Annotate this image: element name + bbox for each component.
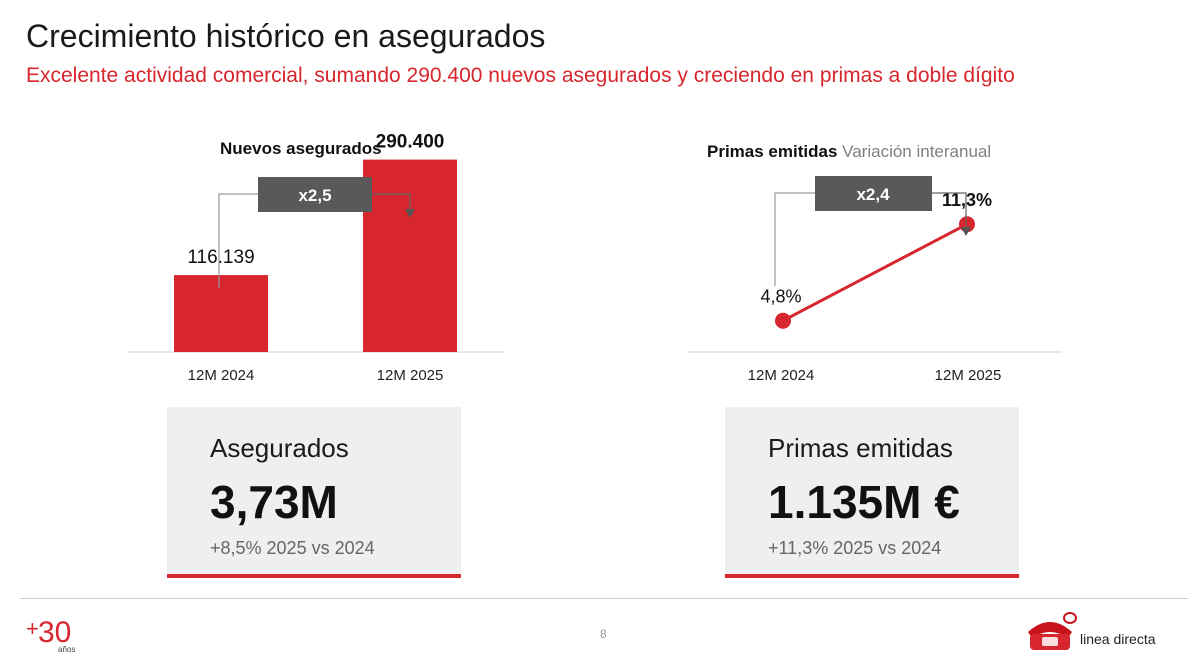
line-value-label-2025: 11,3% xyxy=(942,190,992,210)
bar-growth-arrow-icon xyxy=(405,209,415,218)
charts-canvas: 116.139 290.400 12M 2024 12M 2025 x2,5 4… xyxy=(128,132,1062,384)
page-number: 8 xyxy=(600,627,607,641)
svg-text:años: años xyxy=(58,645,75,654)
svg-text:+: + xyxy=(26,616,39,641)
bar-12m-2025 xyxy=(363,159,457,352)
line-category-2024: 12M 2024 xyxy=(748,367,815,384)
line-chart-subtitle: Variación interanual xyxy=(842,142,992,161)
kpi-value: 3,73M xyxy=(210,476,338,528)
line-chart-title: Primas emitidas Variación interanual xyxy=(707,142,991,162)
line-chart-title-main: Primas emitidas xyxy=(707,142,838,161)
line-growth-connector-right xyxy=(932,192,967,228)
bar-12m-2024 xyxy=(174,275,268,352)
line-chart: 4,8% 11,3% 12M 2024 12M 2025 x2,4 xyxy=(688,176,1062,384)
line-point-12m-2024 xyxy=(775,312,791,329)
line-growth-arrow-icon xyxy=(961,227,971,236)
bar-value-label-2025: 290.400 xyxy=(376,132,445,153)
line-growth-connector-left xyxy=(774,192,815,286)
kpi-card-primas: Primas emitidas 1.135M € +11,3% 2025 vs … xyxy=(725,407,1019,578)
telephone-logo-icon xyxy=(1028,612,1077,650)
bar-chart: 116.139 290.400 12M 2024 12M 2025 x2,5 xyxy=(128,132,504,384)
bar-growth-connector-left xyxy=(218,193,258,288)
brand-name: linea directa xyxy=(1080,631,1156,647)
page-subtitle: Excelente actividad comercial, sumando 2… xyxy=(26,64,1015,87)
bar-category-2024: 12M 2024 xyxy=(188,367,255,384)
line-category-2025: 12M 2025 xyxy=(935,367,1002,384)
bar-chart-title: Nuevos asegurados xyxy=(220,139,382,158)
page-title: Crecimiento histórico en asegurados xyxy=(26,18,546,54)
line-series xyxy=(782,222,968,323)
footer-divider xyxy=(20,598,1188,599)
kpi-label: Asegurados xyxy=(210,433,349,463)
line-growth-box xyxy=(815,176,932,211)
kpi-label: Primas emitidas xyxy=(768,433,953,463)
bar-value-label-2024: 116.139 xyxy=(187,247,254,268)
bar-category-2025: 12M 2025 xyxy=(377,367,444,384)
kpi-card-asegurados: Asegurados 3,73M +8,5% 2025 vs 2024 xyxy=(167,407,461,578)
kpi-delta: +8,5% 2025 vs 2024 xyxy=(210,538,375,558)
line-growth-label: x2,4 xyxy=(856,185,890,204)
kpi-delta: +11,3% 2025 vs 2024 xyxy=(768,538,942,558)
svg-text:30: 30 xyxy=(38,616,71,649)
bar-growth-label: x2,5 xyxy=(298,186,331,205)
kpi-value: 1.135M € xyxy=(768,476,960,528)
bar-growth-box xyxy=(258,177,372,212)
bar-growth-connector-right xyxy=(372,193,411,210)
anniversary-logo: + 30 años xyxy=(26,616,75,654)
line-value-label-2024: 4,8% xyxy=(760,287,801,307)
